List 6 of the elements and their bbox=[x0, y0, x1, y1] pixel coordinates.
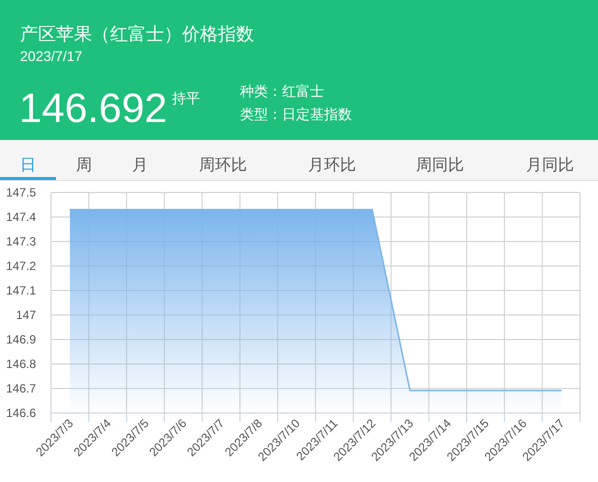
subtitle: 2023/7/17 bbox=[20, 48, 82, 64]
title: 产区苹果（红富士）价格指数 bbox=[20, 24, 254, 44]
annotation: 种类：红富士 bbox=[240, 83, 324, 99]
annotation: 持平 bbox=[172, 90, 200, 106]
annotation: 类型：日定基指数 bbox=[240, 106, 352, 122]
annotation: 146.692 bbox=[19, 85, 168, 131]
